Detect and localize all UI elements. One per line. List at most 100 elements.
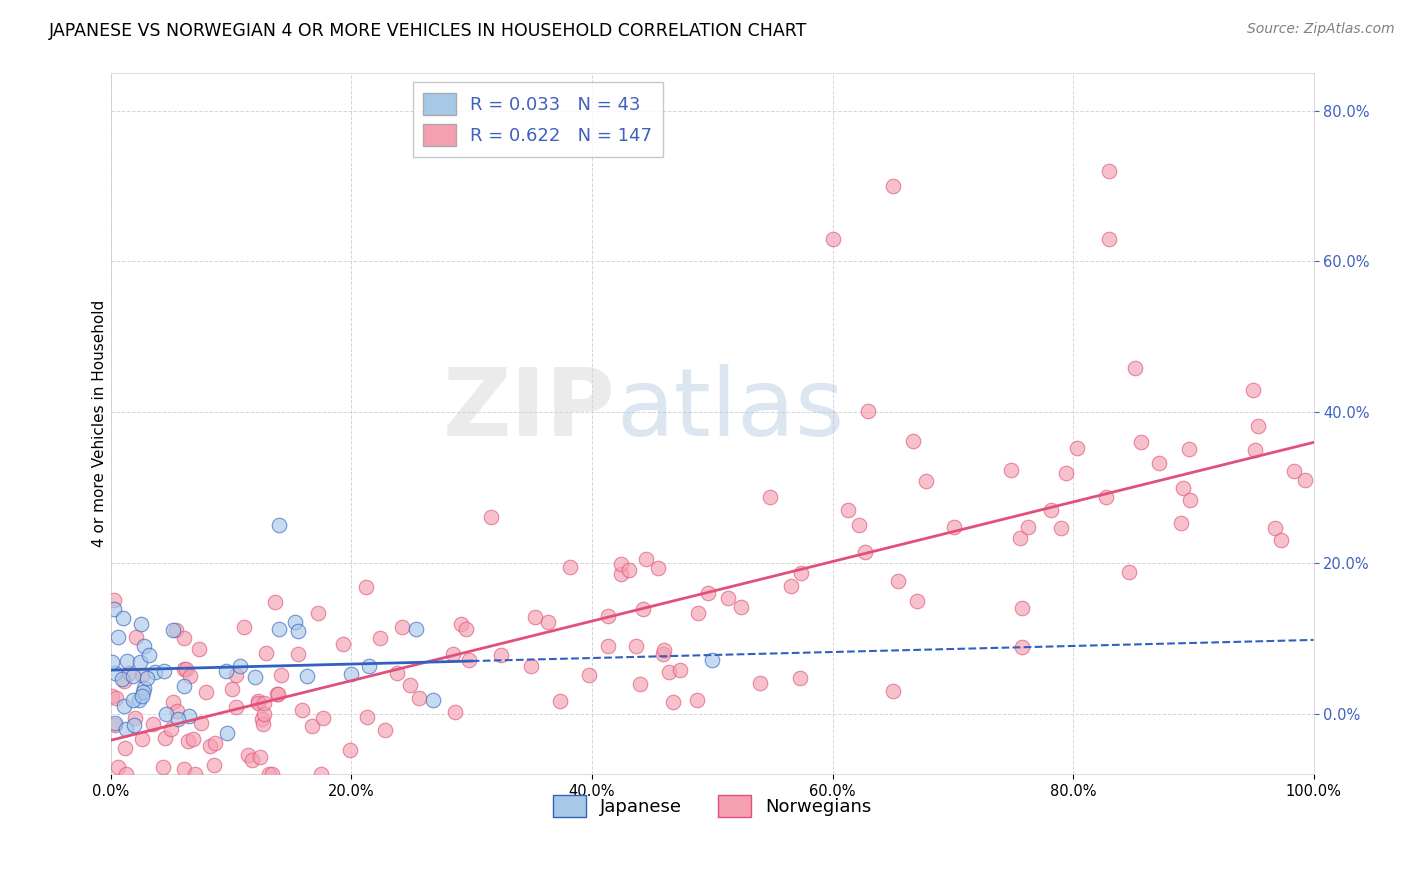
Point bbox=[558, 560, 581, 574]
Point bbox=[598, 609, 620, 624]
Point bbox=[1010, 531, 1032, 545]
Point bbox=[1118, 565, 1140, 579]
Point bbox=[173, 632, 195, 646]
Point bbox=[1054, 467, 1077, 481]
Point bbox=[262, 767, 284, 781]
Point bbox=[1264, 521, 1286, 535]
Point bbox=[129, 656, 152, 670]
Point bbox=[848, 518, 870, 533]
Point bbox=[524, 609, 547, 624]
Point bbox=[253, 696, 276, 710]
Point bbox=[301, 718, 323, 732]
Point bbox=[882, 179, 904, 194]
Point bbox=[1130, 434, 1153, 449]
Point bbox=[166, 712, 188, 726]
Point bbox=[232, 620, 254, 634]
Point bbox=[215, 725, 238, 739]
Point bbox=[339, 742, 361, 756]
Point bbox=[697, 586, 720, 600]
Point bbox=[790, 566, 813, 580]
Point bbox=[153, 664, 176, 678]
Point bbox=[188, 641, 211, 656]
Point bbox=[134, 681, 156, 696]
Point bbox=[1294, 473, 1316, 487]
Point bbox=[652, 648, 675, 662]
Point bbox=[104, 718, 127, 732]
Point bbox=[179, 709, 201, 723]
Point bbox=[1284, 465, 1306, 479]
Point bbox=[269, 622, 291, 636]
Point bbox=[1000, 463, 1022, 477]
Point bbox=[295, 669, 318, 683]
Point bbox=[702, 653, 724, 667]
Point bbox=[1247, 418, 1270, 433]
Point bbox=[131, 731, 153, 746]
Point bbox=[132, 685, 155, 699]
Point bbox=[143, 665, 166, 679]
Point bbox=[609, 566, 631, 581]
Point bbox=[748, 676, 770, 690]
Point bbox=[103, 593, 125, 607]
Point bbox=[441, 647, 464, 661]
Point bbox=[162, 623, 184, 637]
Point bbox=[225, 700, 247, 714]
Point bbox=[215, 664, 238, 678]
Point bbox=[125, 630, 148, 644]
Point bbox=[115, 767, 138, 781]
Point bbox=[399, 678, 422, 692]
Point bbox=[103, 602, 125, 616]
Point bbox=[124, 711, 146, 725]
Point bbox=[135, 671, 157, 685]
Point bbox=[152, 760, 174, 774]
Point bbox=[309, 767, 332, 781]
Point bbox=[1066, 441, 1088, 455]
Point bbox=[153, 731, 176, 745]
Point bbox=[374, 723, 396, 738]
Point bbox=[520, 659, 543, 673]
Point bbox=[1094, 490, 1116, 504]
Point bbox=[405, 622, 427, 636]
Point bbox=[131, 668, 153, 682]
Point bbox=[264, 595, 287, 609]
Point bbox=[269, 518, 291, 533]
Point bbox=[450, 617, 472, 632]
Point bbox=[162, 695, 184, 709]
Point bbox=[856, 404, 879, 418]
Point bbox=[246, 696, 269, 710]
Point bbox=[1270, 533, 1292, 547]
Point bbox=[105, 691, 128, 706]
Point bbox=[1098, 164, 1121, 178]
Point bbox=[332, 637, 354, 651]
Point bbox=[658, 665, 681, 680]
Point bbox=[1178, 442, 1201, 457]
Point bbox=[759, 491, 782, 505]
Point bbox=[686, 607, 709, 621]
Point bbox=[550, 694, 572, 708]
Point bbox=[1171, 481, 1194, 495]
Point bbox=[1040, 502, 1063, 516]
Point bbox=[259, 767, 281, 781]
Point bbox=[238, 748, 260, 763]
Point bbox=[202, 757, 225, 772]
Point bbox=[122, 718, 145, 732]
Point bbox=[122, 669, 145, 683]
Point bbox=[1050, 521, 1073, 535]
Point bbox=[249, 750, 271, 764]
Text: Source: ZipAtlas.com: Source: ZipAtlas.com bbox=[1247, 22, 1395, 37]
Point bbox=[243, 670, 266, 684]
Y-axis label: 4 or more Vehicles in Household: 4 or more Vehicles in Household bbox=[93, 300, 107, 547]
Point bbox=[204, 736, 226, 750]
Point bbox=[1017, 520, 1039, 534]
Point bbox=[901, 434, 924, 448]
Point bbox=[159, 723, 181, 737]
Point bbox=[174, 661, 197, 675]
Point bbox=[138, 648, 160, 663]
Point bbox=[270, 667, 292, 681]
Point bbox=[266, 687, 288, 701]
Point bbox=[194, 684, 217, 698]
Point bbox=[131, 690, 153, 704]
Point bbox=[103, 666, 125, 681]
Point bbox=[221, 681, 243, 696]
Point bbox=[598, 639, 620, 653]
Point bbox=[128, 693, 150, 707]
